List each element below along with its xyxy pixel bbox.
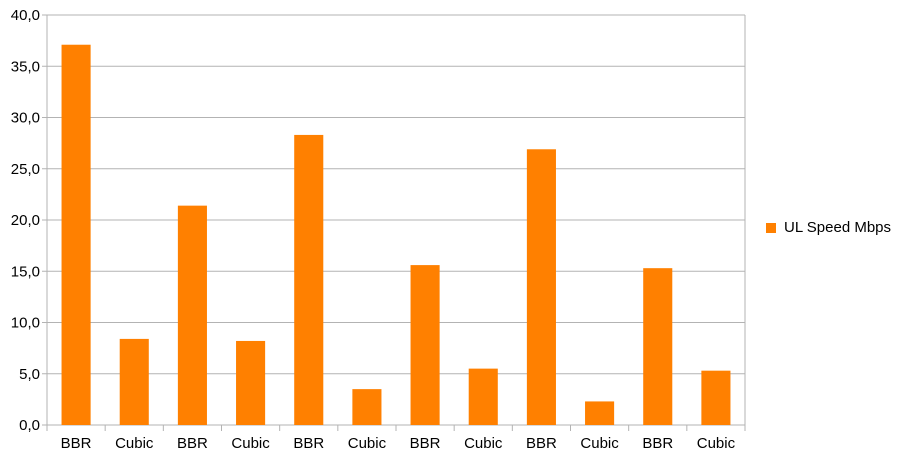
x-tick-label: BBR: [410, 435, 441, 452]
x-tick-label: Cubic: [464, 435, 503, 452]
bar: [526, 149, 556, 425]
x-tick-label: BBR: [526, 435, 557, 452]
x-tick-label: Cubic: [580, 435, 619, 452]
x-tick-label: Cubic: [115, 435, 154, 452]
bar: [294, 134, 324, 426]
bar: [468, 368, 498, 425]
bar: [701, 370, 731, 425]
y-tick-label: 40,0: [11, 7, 40, 24]
y-tick-label: 35,0: [11, 58, 40, 75]
y-tick-label: 25,0: [11, 161, 40, 178]
legend-label: UL Speed Mbps: [784, 219, 892, 236]
x-tick-label: Cubic: [697, 435, 736, 452]
bar: [177, 205, 207, 425]
x-tick-label: BBR: [177, 435, 208, 452]
x-tick-label: BBR: [293, 435, 324, 452]
bar: [410, 265, 440, 425]
bar: [236, 340, 266, 425]
y-tick-label: 5,0: [19, 366, 40, 383]
x-tick-label: BBR: [642, 435, 673, 452]
legend: UL Speed Mbps: [766, 219, 891, 236]
y-tick-label: 30,0: [11, 110, 40, 127]
bar: [61, 44, 91, 425]
x-tick-label: BBR: [61, 435, 92, 452]
y-tick-label: 10,0: [11, 315, 40, 332]
legend-swatch: [766, 222, 776, 233]
x-tick-label: Cubic: [348, 435, 387, 452]
y-tick-label: 0,0: [19, 417, 40, 434]
bar: [352, 389, 382, 425]
bar: [585, 401, 615, 425]
y-tick-label: 15,0: [11, 263, 40, 280]
bar: [119, 338, 149, 425]
bar: [643, 268, 673, 425]
x-tick-label: Cubic: [231, 435, 270, 452]
y-tick-label: 20,0: [11, 212, 40, 229]
